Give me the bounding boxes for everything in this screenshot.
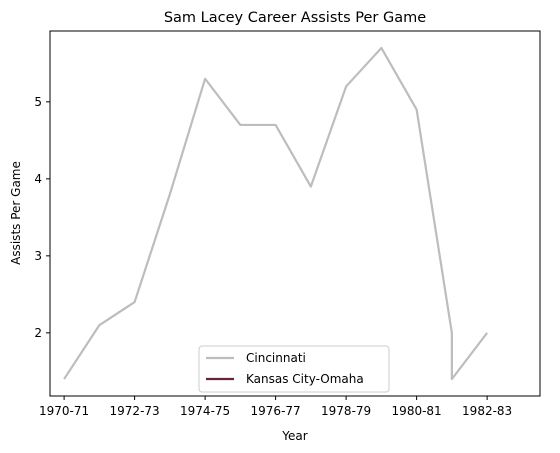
plot-frame [49, 30, 541, 397]
legend: Cincinnati Kansas City-Omaha [198, 345, 390, 393]
legend-label: Cincinnati [246, 351, 306, 365]
y-axis-label: Assists Per Game [9, 161, 23, 265]
legend-label: Kansas City-Omaha [246, 372, 364, 386]
y-tick-label: 3 [34, 249, 42, 263]
x-axis: 1970-71 1972-73 1974-75 1976-77 1978-79 1980-… [39, 396, 512, 418]
y-tick-label: 5 [34, 95, 42, 109]
y-axis: 2 3 4 5 [34, 95, 50, 340]
x-tick-label: 1980-81 [392, 404, 442, 418]
series-line-0 [63, 46, 488, 381]
x-tick-label: 1976-77 [251, 404, 301, 418]
legend-box [198, 345, 390, 393]
chart-title: Sam Lacey Career Assists Per Game [164, 10, 426, 26]
x-tick-label: 1970-71 [39, 404, 89, 418]
x-tick-label: 1974-75 [180, 404, 230, 418]
x-axis-label: Year [281, 429, 307, 443]
plot-area [63, 46, 488, 381]
y-tick-label: 2 [34, 326, 42, 340]
x-tick-label: 1982-83 [462, 404, 512, 418]
x-tick-label: 1972-73 [110, 404, 160, 418]
y-tick-label: 4 [34, 172, 42, 186]
x-tick-label: 1978-79 [321, 404, 371, 418]
